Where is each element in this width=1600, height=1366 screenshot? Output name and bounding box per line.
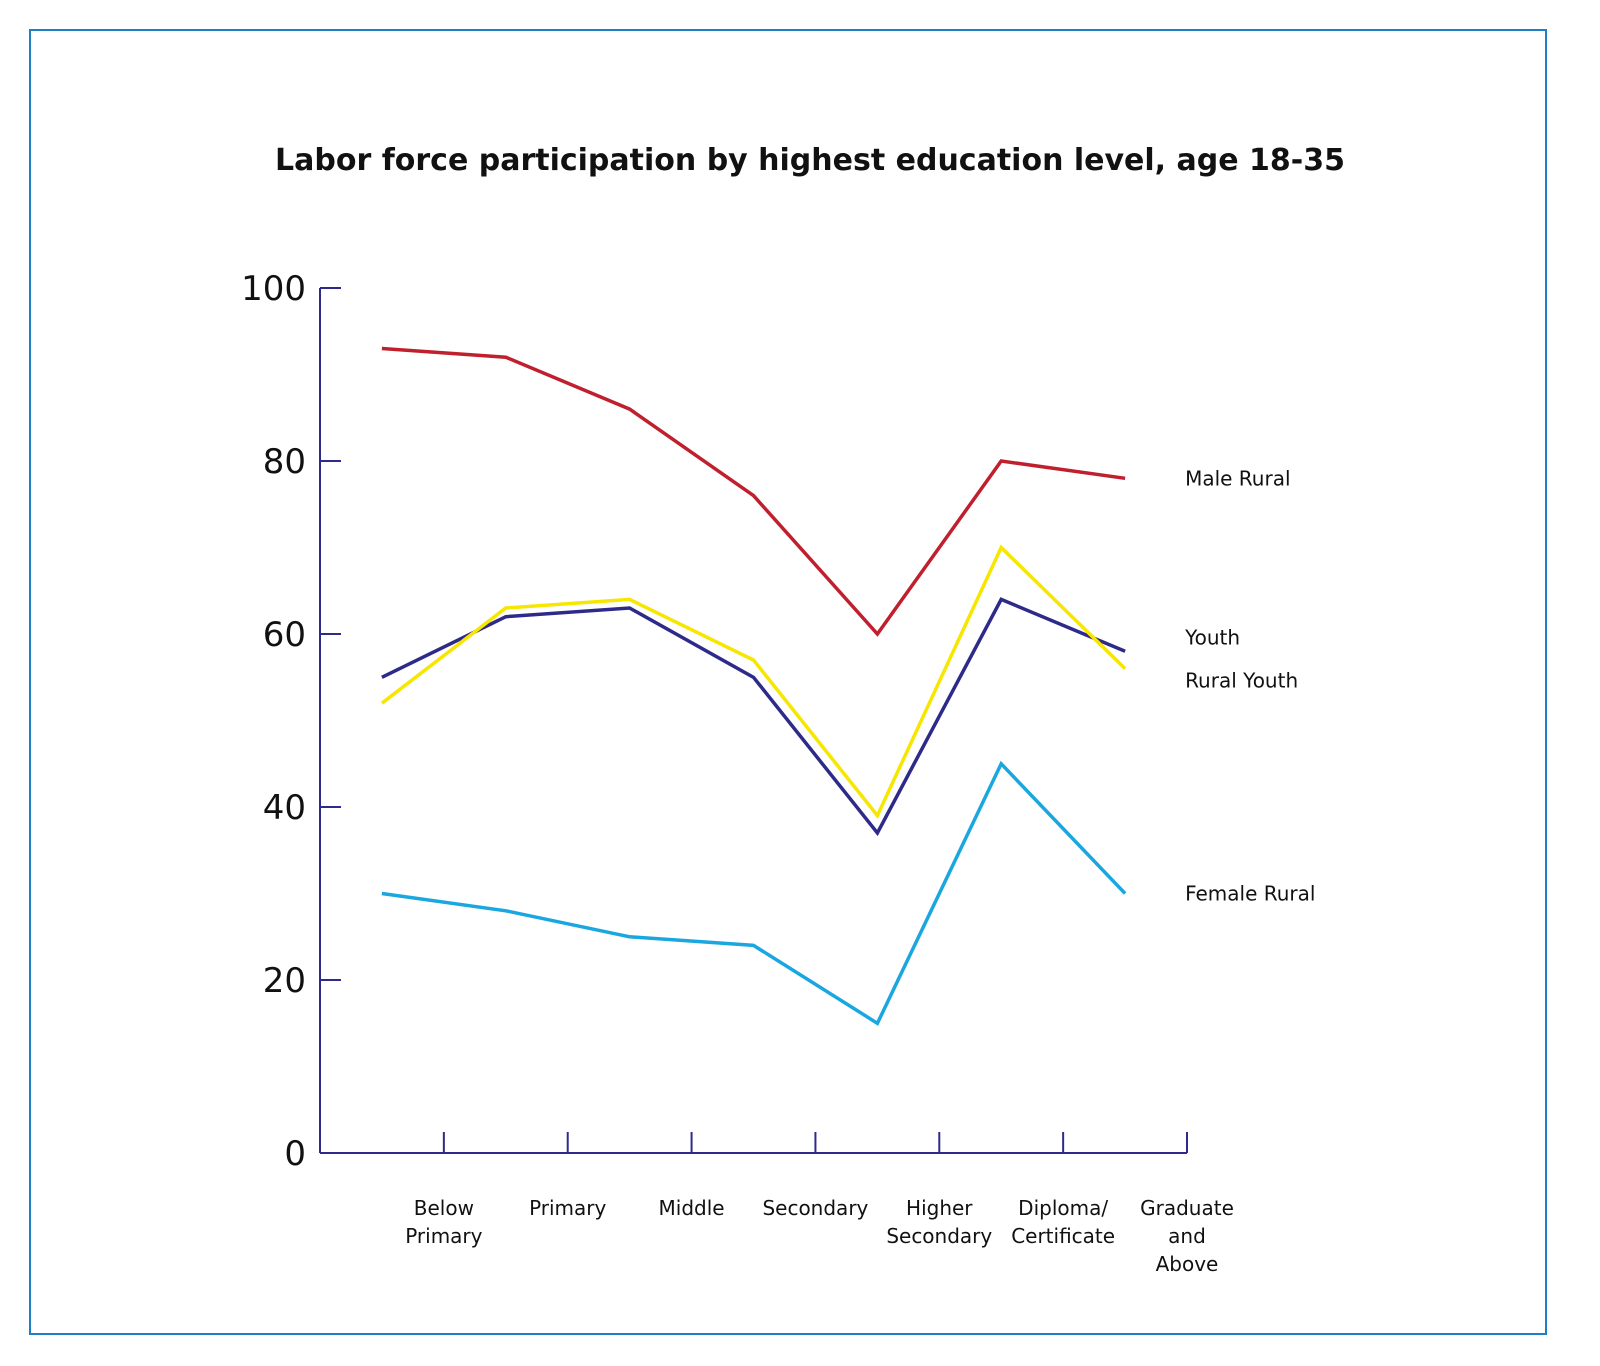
axes: 0 20 40 60 80 100 Below Primary Primary Middle Sec… (241, 269, 1234, 1276)
y-tick-label: 0 (284, 1134, 306, 1174)
chart-title: Labor force participation by highest edu… (275, 143, 1345, 178)
series-labels: Male Rural Youth Rural Youth Female Rural (1184, 466, 1315, 905)
x-tick-label: Diploma/Certificate (1011, 1196, 1115, 1248)
series-label: Rural Youth (1185, 669, 1298, 693)
series-line-male-rural (381, 346, 1126, 637)
x-tick-label: Middle (659, 1196, 725, 1220)
x-tick-label: Higher Secondary (886, 1196, 992, 1248)
y-tick-label: 40 (263, 788, 306, 828)
x-tick-label: Below Primary (405, 1196, 482, 1248)
x-tick-label: Primary (529, 1196, 606, 1220)
y-tick-label: 80 (263, 442, 306, 482)
series-line-youth (381, 597, 1126, 837)
y-tick-label: 20 (263, 961, 306, 1001)
series-label: Female Rural (1185, 882, 1315, 906)
series-lines (380, 346, 1127, 1026)
y-tick-label: 60 (263, 615, 306, 655)
y-tick-label: 100 (241, 269, 306, 309)
series-label: Male Rural (1185, 466, 1290, 490)
series-line-female-rural (381, 760, 1127, 1026)
series-label: Youth (1184, 625, 1240, 649)
x-tick-label: Graduate and Above (1140, 1196, 1234, 1276)
chart-frame (29, 29, 1547, 1335)
x-tick-label: Secondary (762, 1196, 868, 1220)
